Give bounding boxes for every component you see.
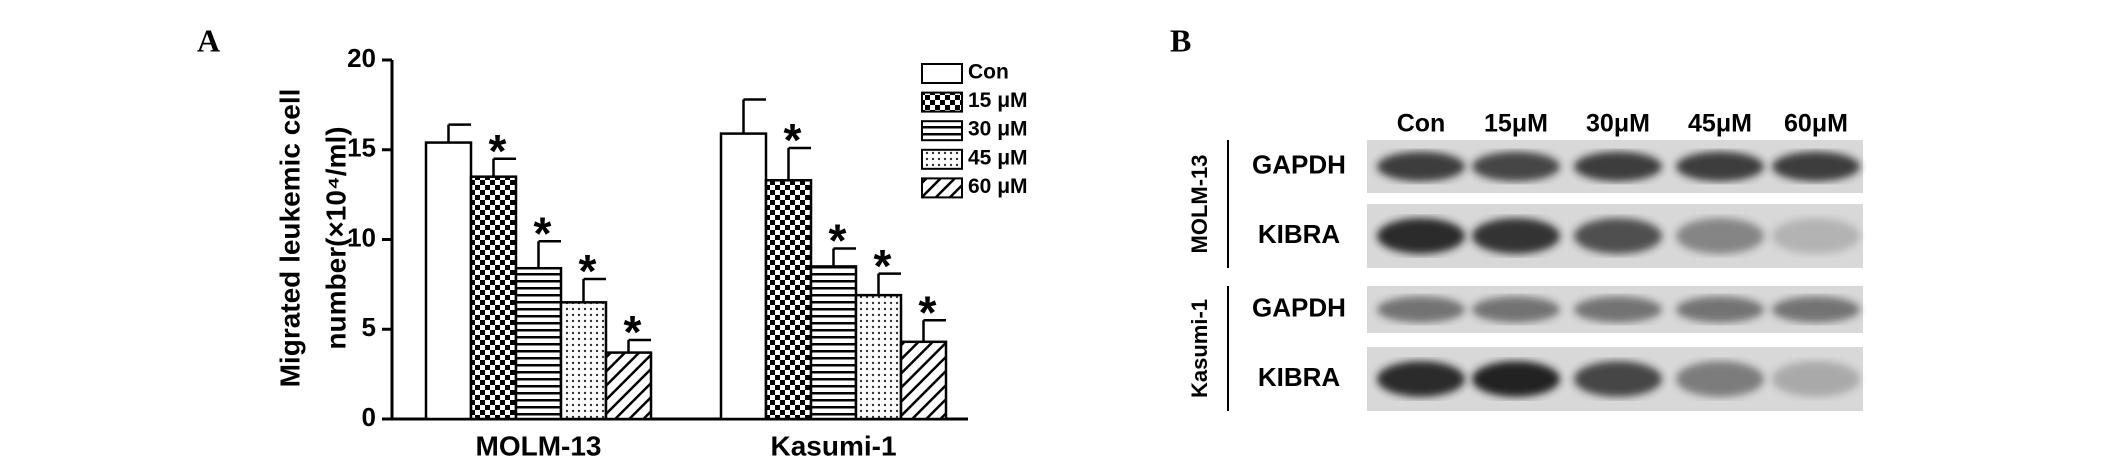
blot-band xyxy=(1377,296,1465,323)
y-tick-label: 5 xyxy=(362,312,376,342)
bar xyxy=(899,340,948,421)
legend-label: 30 μM xyxy=(968,118,1028,141)
significance-mark: * xyxy=(489,125,507,177)
blot-band xyxy=(1676,361,1764,397)
bar xyxy=(559,301,608,421)
bar xyxy=(514,266,563,421)
group-label: Kasumi-1 xyxy=(1187,299,1212,398)
error-bar xyxy=(447,123,471,143)
error-bar xyxy=(627,338,651,353)
x-tick-label: MOLM-13 xyxy=(476,430,602,461)
blot-band xyxy=(1676,151,1764,182)
legend-swatch xyxy=(921,177,963,199)
lane-label: 30μM xyxy=(1586,110,1650,138)
y-tick-label: 0 xyxy=(362,402,376,432)
blot-band xyxy=(1472,151,1560,182)
blot-band xyxy=(1772,218,1860,254)
legend-swatch xyxy=(921,63,963,84)
y-label-line: number(×10⁴/ml) xyxy=(320,126,351,349)
legend-swatch xyxy=(921,120,963,142)
y-tick-label: 15 xyxy=(347,133,376,163)
group-label: MOLM-13 xyxy=(1187,155,1212,254)
x-tick-label: Kasumi-1 xyxy=(770,430,896,461)
significance-mark: * xyxy=(579,245,597,297)
y-label-line: Migrated leukemic cell xyxy=(274,89,305,388)
error-bar xyxy=(742,98,766,134)
error-bar xyxy=(832,247,856,267)
bar xyxy=(809,265,858,421)
blot-band xyxy=(1574,296,1662,323)
y-axis-label: Migrated leukemic cell number(×10⁴/ml) xyxy=(274,89,351,388)
blot-band xyxy=(1574,151,1662,182)
blot-band xyxy=(1377,151,1465,182)
panel-label: B xyxy=(1170,22,1191,58)
legend-label: 60 μM xyxy=(968,175,1028,198)
error-bar xyxy=(922,319,946,342)
legend-swatch xyxy=(921,91,963,113)
legend-label: Con xyxy=(968,61,1009,84)
blot-band xyxy=(1772,151,1860,182)
blot-band xyxy=(1574,361,1662,397)
y-tick-label: 20 xyxy=(347,43,376,73)
blot-band xyxy=(1676,296,1764,323)
panel-label: A xyxy=(197,22,220,58)
lane-label: 15μM xyxy=(1484,110,1548,138)
significance-mark: * xyxy=(534,207,552,259)
blot-band xyxy=(1574,218,1662,254)
bar xyxy=(469,175,518,421)
blot-band xyxy=(1772,361,1860,397)
blot-band xyxy=(1472,218,1560,254)
row-label: KIBRA xyxy=(1258,219,1341,249)
bar xyxy=(604,351,653,421)
row-label: GAPDH xyxy=(1252,149,1346,179)
legend-label: 15 μM xyxy=(968,89,1028,112)
significance-mark: * xyxy=(874,240,892,292)
blot-band xyxy=(1377,218,1465,254)
significance-mark: * xyxy=(784,114,802,166)
blot-band xyxy=(1377,361,1465,397)
y-tick-label: 10 xyxy=(347,222,376,252)
bar xyxy=(854,293,903,421)
error-bar xyxy=(537,240,561,269)
lane-label: Con xyxy=(1397,110,1446,138)
error-bar xyxy=(492,157,516,177)
significance-mark: * xyxy=(624,306,642,358)
legend-swatch xyxy=(921,148,963,170)
blot-band xyxy=(1676,218,1764,254)
significance-mark: * xyxy=(829,215,847,267)
significance-mark: * xyxy=(919,286,937,338)
row-label: KIBRA xyxy=(1258,362,1341,392)
row-label: GAPDH xyxy=(1252,292,1346,322)
bar xyxy=(719,132,768,421)
bar xyxy=(764,179,813,421)
blot-band xyxy=(1472,296,1560,323)
error-bar xyxy=(877,272,901,296)
blot-band xyxy=(1472,361,1560,397)
error-bar xyxy=(787,146,811,181)
legend-label: 45 μM xyxy=(968,146,1028,169)
lane-label: 60μM xyxy=(1784,110,1848,138)
blot-band xyxy=(1772,296,1860,323)
bar xyxy=(424,141,473,421)
error-bar xyxy=(582,277,606,303)
lane-label: 45μM xyxy=(1688,110,1752,138)
